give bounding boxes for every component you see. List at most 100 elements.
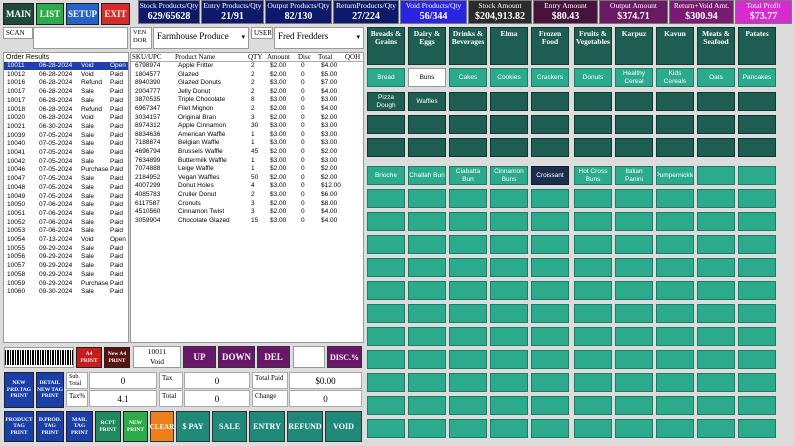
product-button[interactable]: [697, 235, 735, 254]
product-button[interactable]: [367, 419, 405, 438]
barcode-icon[interactable]: [4, 347, 74, 368]
product-button[interactable]: Crackers: [531, 68, 569, 87]
category-button[interactable]: Elma: [490, 27, 528, 65]
main-button[interactable]: MAIN: [3, 3, 34, 25]
product-button[interactable]: [615, 115, 653, 134]
new-a4-print-button[interactable]: New A4 PRINT: [104, 347, 130, 368]
order-row[interactable]: 10046 07-05-2024 Purchase Paid: [4, 166, 128, 174]
order-row[interactable]: 10012 06-28-2024 Void Paid: [4, 71, 128, 79]
product-button[interactable]: [697, 419, 735, 438]
category-button[interactable]: Dairy & Eggs: [408, 27, 446, 65]
tax-pct-input[interactable]: 4.1: [89, 390, 157, 407]
product-table[interactable]: SKU/UPC Product Name QTY Amount Disc Total QOH…: [130, 52, 364, 343]
order-row[interactable]: 10011 06-28-2024 Void Open: [4, 62, 128, 71]
product-button[interactable]: [574, 281, 612, 300]
order-row[interactable]: 10054 07-13-2024 Void Open: [4, 236, 128, 244]
product-button[interactable]: [449, 327, 487, 346]
product-row[interactable]: 6967347 Filet Mignon 2 $2.00 0 $4.00: [131, 105, 363, 113]
product-button[interactable]: [531, 235, 569, 254]
vendor-select[interactable]: Farmhouse Produce ▾: [153, 27, 249, 49]
order-row[interactable]: 10042 07-05-2024 Sale Paid: [4, 158, 128, 166]
product-button[interactable]: [738, 258, 776, 277]
product-button[interactable]: [408, 235, 446, 254]
new-print-button[interactable]: NEW PRINT: [123, 411, 148, 442]
product-button[interactable]: [367, 258, 405, 277]
product-button[interactable]: [574, 327, 612, 346]
product-button[interactable]: [367, 396, 405, 415]
product-button[interactable]: [531, 138, 569, 157]
order-row[interactable]: 10017 06-28-2024 Sale Paid: [4, 97, 128, 105]
product-button[interactable]: [697, 281, 735, 300]
product-button[interactable]: Pancakes: [738, 68, 776, 87]
product-button[interactable]: [408, 281, 446, 300]
product-button[interactable]: Oats: [697, 68, 735, 87]
product-button[interactable]: [615, 396, 653, 415]
product-button[interactable]: [531, 396, 569, 415]
product-button[interactable]: [490, 212, 528, 231]
product-button[interactable]: [449, 189, 487, 208]
product-button[interactable]: [656, 373, 694, 392]
pay-button[interactable]: $ PAY: [176, 411, 210, 442]
order-row[interactable]: 10021 06-30-2024 Sale Paid: [4, 123, 128, 131]
product-button[interactable]: [531, 419, 569, 438]
product-button[interactable]: [697, 304, 735, 323]
order-row[interactable]: 10057 09-29-2024 Sale Paid: [4, 262, 128, 270]
product-button[interactable]: [738, 373, 776, 392]
product-button[interactable]: [490, 396, 528, 415]
product-button[interactable]: [574, 350, 612, 369]
order-row[interactable]: 10041 07-05-2024 Sale Paid: [4, 149, 128, 157]
product-button[interactable]: [367, 115, 405, 134]
product-button[interactable]: [490, 258, 528, 277]
product-button[interactable]: [408, 350, 446, 369]
list-button[interactable]: LIST: [36, 3, 64, 25]
d-prod-tag-print-button[interactable]: D.PROD. TAG PRINT: [36, 411, 64, 442]
sale-button[interactable]: SALE: [212, 411, 247, 442]
product-button[interactable]: [449, 419, 487, 438]
product-row[interactable]: 4085783 Cruller Donut 2 $3.00 0 $6.00: [131, 191, 363, 199]
product-button[interactable]: [697, 138, 735, 157]
category-button[interactable]: Drinks & Beverages: [449, 27, 487, 65]
product-button[interactable]: [449, 350, 487, 369]
product-row[interactable]: 2004777 Jelly Donut 2 $2.00 0 $4.00: [131, 88, 363, 96]
product-button[interactable]: [490, 304, 528, 323]
product-button[interactable]: Hot Cross Buns: [574, 166, 612, 185]
product-button[interactable]: [490, 138, 528, 157]
product-button[interactable]: Kids Cereals: [656, 68, 694, 87]
product-button[interactable]: [615, 304, 653, 323]
product-button[interactable]: [738, 166, 776, 185]
product-button[interactable]: [490, 327, 528, 346]
product-button[interactable]: Pizza Dough: [367, 92, 405, 111]
void-button[interactable]: VOID: [325, 411, 362, 442]
product-button[interactable]: Ciabatta Bun: [449, 166, 487, 185]
product-button[interactable]: [449, 235, 487, 254]
product-button[interactable]: [574, 115, 612, 134]
product-button[interactable]: [490, 281, 528, 300]
product-button[interactable]: [490, 92, 528, 111]
entry-button[interactable]: ENTRY: [249, 411, 285, 442]
product-row[interactable]: 8974312 Apple Cinnamon 30 $3.00 0 $3.00: [131, 122, 363, 130]
product-row[interactable]: 1804577 Glazed 2 $2.00 0 $5.00: [131, 71, 363, 79]
product-button[interactable]: Croissant: [531, 166, 569, 185]
product-button[interactable]: [656, 92, 694, 111]
scan-input[interactable]: [33, 27, 128, 49]
product-button[interactable]: [738, 235, 776, 254]
category-button[interactable]: Kavun: [656, 27, 694, 65]
order-row[interactable]: 10053 07-06-2024 Sale Paid: [4, 227, 128, 235]
product-button[interactable]: [697, 373, 735, 392]
order-row[interactable]: 10050 07-06-2024 Sale Paid: [4, 201, 128, 209]
product-button[interactable]: [738, 212, 776, 231]
product-button[interactable]: [615, 235, 653, 254]
product-button[interactable]: [408, 115, 446, 134]
discount-button[interactable]: DISC.%: [327, 346, 362, 368]
product-button[interactable]: [615, 138, 653, 157]
product-button[interactable]: [697, 189, 735, 208]
product-button[interactable]: [367, 350, 405, 369]
product-button[interactable]: [656, 235, 694, 254]
setup-button[interactable]: SETUP: [66, 3, 99, 25]
product-button[interactable]: [615, 212, 653, 231]
down-button[interactable]: DOWN: [218, 346, 255, 368]
category-button[interactable]: Breads & Grains: [367, 27, 405, 65]
product-button[interactable]: [738, 92, 776, 111]
product-button[interactable]: [574, 235, 612, 254]
product-button[interactable]: [449, 212, 487, 231]
